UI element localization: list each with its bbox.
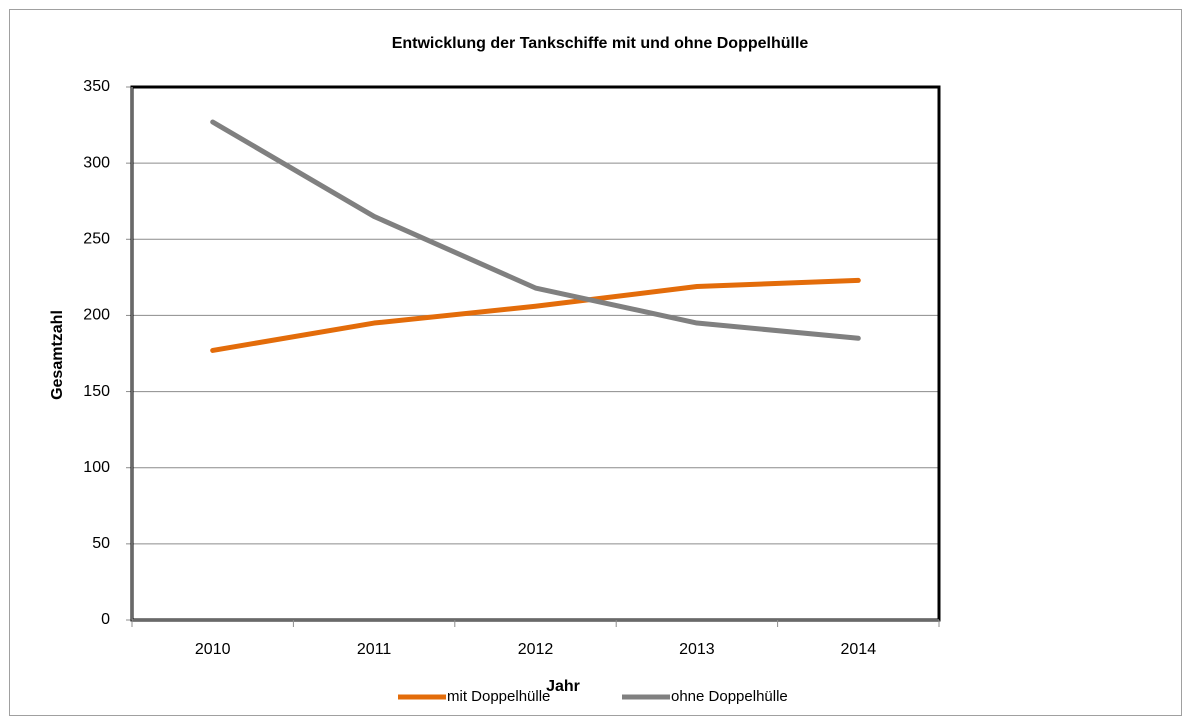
x-tick-label: 2010 (195, 641, 231, 658)
y-tick-label: 300 (83, 154, 110, 171)
x-axis-title: Jahr (546, 678, 580, 695)
y-tick-label: 200 (83, 307, 110, 324)
y-tick-label: 100 (83, 459, 110, 476)
legend-label: ohne Doppelhülle (671, 688, 788, 705)
line-series (210, 119, 861, 341)
x-tick-label: 2011 (357, 641, 392, 658)
y-tick-label: 250 (83, 231, 110, 248)
y-tick-label: 50 (92, 535, 110, 552)
y-tick-label: 0 (101, 611, 110, 628)
x-tick-label: 2013 (679, 641, 715, 658)
y-axis-title: Gesamtzahl (49, 310, 66, 400)
y-tick-label: 350 (83, 78, 110, 95)
y-tick-label: 150 (83, 383, 110, 400)
chart-border (9, 9, 1182, 716)
x-tick-label: 2014 (841, 641, 877, 658)
line-series (210, 277, 861, 353)
legend-label: mit Doppelhülle (447, 688, 550, 705)
chart-title: Entwicklung der Tankschiffe mit und ohne… (392, 35, 809, 52)
x-tick-label: 2012 (518, 641, 554, 658)
